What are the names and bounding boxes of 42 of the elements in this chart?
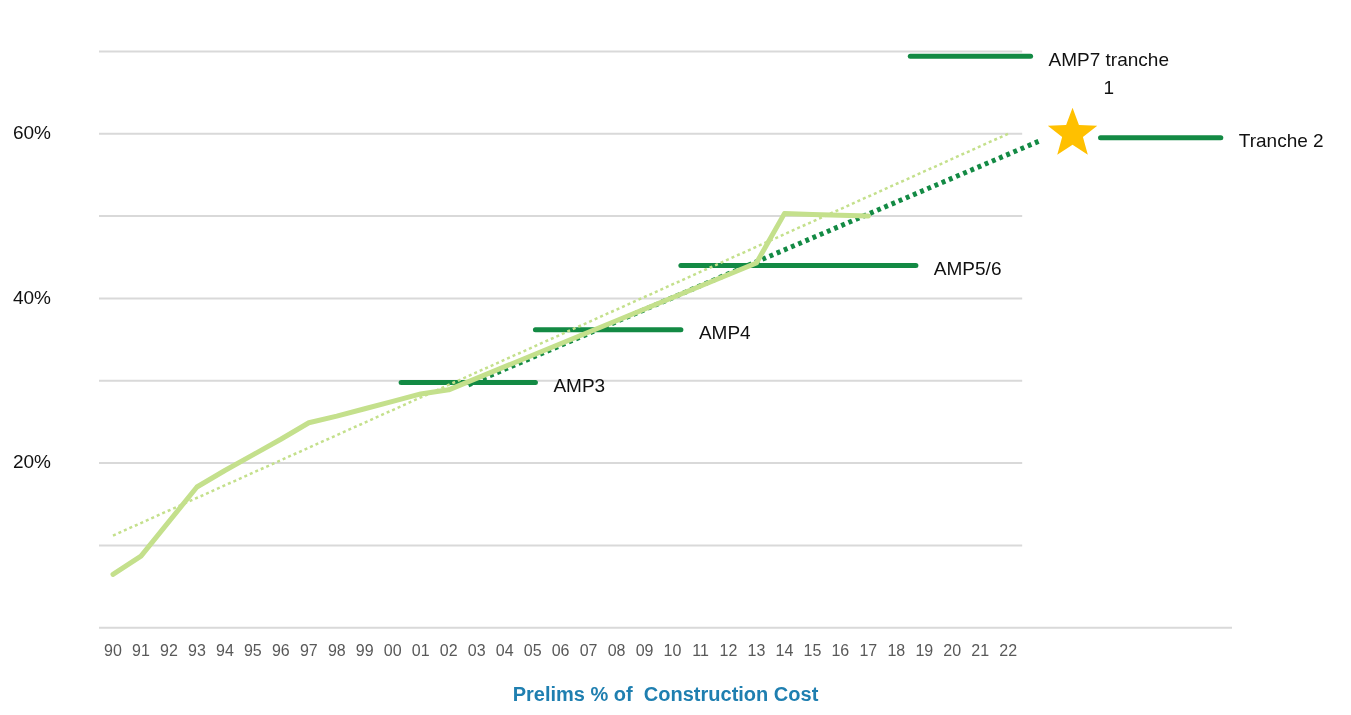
x-tick-label: 22 [999, 641, 1018, 659]
x-tick-label: 14 [775, 641, 794, 659]
x-tick-label: 10 [663, 641, 682, 659]
x-tick-label: 04 [495, 641, 514, 659]
x-axis-title: Prelims % of Construction Cost [512, 682, 819, 705]
x-tick-label: 16 [831, 641, 850, 659]
x-tick-label: 05 [523, 641, 542, 659]
series-label: AMP4 [698, 321, 752, 343]
x-tick-label: 01 [411, 641, 430, 659]
x-tick-label: 13 [747, 641, 766, 659]
series-label: AMP7 tranche 1 [1048, 48, 1169, 98]
x-tick-label: 06 [551, 641, 570, 659]
x-tick-label: 11 [692, 641, 709, 659]
x-tick-label: 19 [915, 641, 934, 659]
x-tick-label: 90 [104, 641, 122, 659]
x-tick-label: 91 [132, 641, 150, 659]
x-tick-label: 09 [635, 641, 654, 659]
x-tick-label: 15 [803, 641, 822, 659]
x-tick-label: 21 [971, 641, 990, 659]
x-tick-label: 08 [607, 641, 626, 659]
x-tick-label: 94 [215, 641, 234, 659]
series-label: AMP5/6 [933, 257, 1002, 279]
x-tick-label: 20 [943, 641, 962, 659]
x-tick-label: 95 [243, 641, 262, 659]
x-tick-label: 02 [439, 641, 458, 659]
x-tick-label: 93 [188, 641, 206, 659]
y-tick-label: 20% [12, 451, 52, 473]
series-label: Tranche 2 [1238, 130, 1324, 152]
x-tick-label: 07 [579, 641, 598, 659]
y-tick-label: 60% [12, 121, 52, 143]
x-tick-label: 96 [271, 641, 290, 659]
x-tick-label: 92 [160, 641, 178, 659]
x-tick-label: 17 [859, 641, 878, 659]
x-tick-label: 00 [383, 641, 402, 659]
x-tick-label: 12 [719, 641, 738, 659]
series-label: AMP3 [553, 374, 606, 396]
x-tick-label: 98 [327, 641, 346, 659]
y-tick-label: 40% [12, 286, 52, 308]
x-tick-label: 18 [887, 641, 906, 659]
x-tick-label: 03 [467, 641, 486, 659]
x-tick-label: 99 [355, 641, 374, 659]
x-tick-label: 97 [299, 641, 318, 659]
